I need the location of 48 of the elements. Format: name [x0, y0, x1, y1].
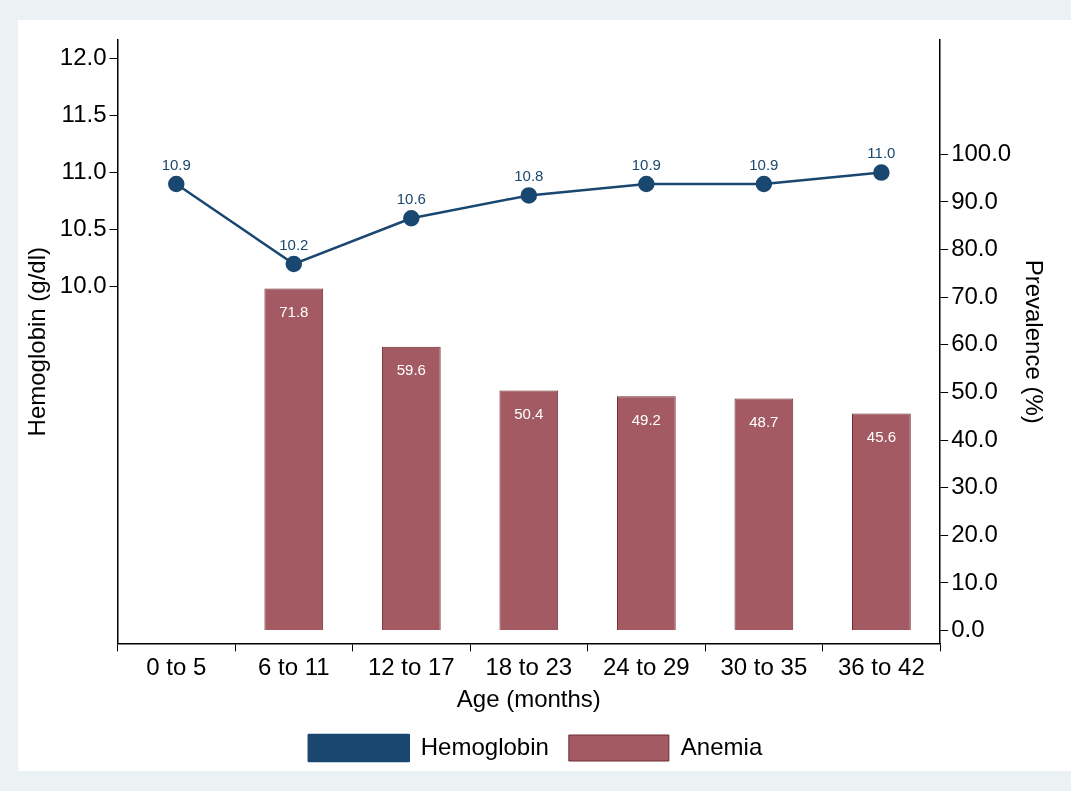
- data-label: 48.7: [749, 413, 779, 431]
- y-axis-title: Hemoglobin (g/dl): [23, 246, 51, 437]
- y2-tick-label: 70.0: [951, 281, 998, 309]
- legend-label: Anemia: [680, 732, 763, 760]
- point: [520, 187, 538, 204]
- data-label: 10.6: [396, 189, 426, 207]
- data-label: 49.2: [631, 410, 661, 428]
- x-axis-title: Age (months): [456, 685, 601, 713]
- y2-tick-label: 30.0: [951, 472, 998, 500]
- data-label: 50.4: [514, 405, 544, 423]
- data-label: 10.8: [514, 167, 544, 185]
- point: [285, 255, 303, 273]
- y2-tick-label: 60.0: [951, 329, 998, 357]
- y2-tick-label: 20.0: [951, 519, 998, 547]
- y2-axis-title: Prevalence (%): [1020, 259, 1048, 424]
- y2-tick-label: 90.0: [951, 186, 998, 214]
- point: [168, 175, 185, 193]
- y-tick-label: 11.5: [61, 100, 107, 128]
- point: [403, 210, 420, 227]
- data-label: 10.9: [161, 155, 191, 173]
- data-label: 10.9: [631, 155, 661, 173]
- y-tick-label: 10.5: [59, 214, 107, 242]
- point: [638, 175, 655, 193]
- y-tick-label: 11.0: [61, 157, 107, 185]
- y2-tick-label: 100.0: [951, 138, 1012, 166]
- x-tick-label: 24 to 29: [602, 653, 690, 681]
- x-tick-label: 0 to 5: [146, 653, 207, 681]
- y-tick-label: 10.0: [59, 271, 107, 299]
- x-tick-label: 36 to 42: [838, 653, 925, 681]
- x-tick-label: 30 to 35: [720, 653, 808, 681]
- point: [755, 175, 773, 193]
- y2-tick-label: 40.0: [951, 424, 998, 452]
- y2-tick-label: 80.0: [951, 234, 998, 262]
- y2-tick-label: 0.0: [951, 615, 985, 643]
- x-tick-label: 18 to 23: [485, 653, 573, 681]
- point: [873, 164, 890, 181]
- x-tick-label: 6 to 11: [257, 653, 330, 681]
- y2-tick-label: 50.0: [951, 377, 998, 405]
- data-label: 71.8: [279, 303, 309, 321]
- y2-tick-label: 10.0: [951, 567, 998, 595]
- data-label: 10.2: [279, 235, 309, 253]
- x-tick-label: 12 to 17: [367, 653, 455, 681]
- legend-label: Hemoglobin: [420, 732, 549, 760]
- data-label: 10.9: [749, 155, 779, 173]
- data-label: 59.6: [396, 361, 426, 379]
- data-label: 11.0: [867, 144, 896, 162]
- data-label: 45.6: [866, 428, 896, 446]
- y-tick-label: 12.0: [59, 42, 107, 70]
